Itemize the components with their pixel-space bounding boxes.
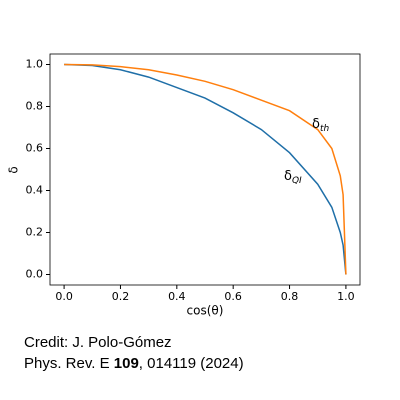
annotation-symbol: δ — [312, 117, 320, 132]
x-tick-label: 0.8 — [281, 290, 299, 303]
citation-line: Phys. Rev. E 109, 014119 (2024) — [24, 355, 244, 372]
chart: cos(θ) δ 0.0 0.2 0.4 0.6 0.8 1.0 0.0 0.2 0.4 0.6 0… — [7, 53, 361, 318]
citation-part: Phys. Rev. E — [24, 355, 114, 372]
annotation-subscript: th — [320, 124, 330, 134]
x-tick-label: 0.0 — [55, 290, 73, 303]
citation-volume: 109 — [113, 355, 139, 372]
annotation-subscript: QI — [292, 176, 302, 186]
citation-part: , 014119 (2024) — [138, 355, 244, 372]
x-tick-label: 1.0 — [337, 290, 355, 303]
line-series — [64, 63, 347, 275]
y-tick-label: 1.0 — [26, 58, 44, 71]
y-tick-label: 0.4 — [26, 184, 44, 197]
x-tick-label: 0.6 — [224, 290, 242, 303]
y-tick-label: 0.6 — [26, 142, 44, 155]
y-axis-label: δ — [7, 166, 21, 173]
annotation: δth — [312, 117, 329, 134]
annotation-symbol: δ — [284, 169, 292, 184]
line-series — [64, 63, 347, 275]
x-tick-label: 0.4 — [168, 290, 186, 303]
credit-line: Credit: J. Polo-Gómez — [24, 334, 172, 351]
y-tick-label: 0.2 — [26, 226, 44, 239]
x-axis-label: cos(θ) — [187, 304, 224, 318]
x-tick-label: 0.2 — [112, 290, 130, 303]
plot-frame — [49, 53, 361, 286]
y-tick-label: 0.8 — [26, 100, 44, 113]
annotation: δQI — [284, 169, 302, 186]
y-tick-label: 0.0 — [26, 268, 44, 281]
